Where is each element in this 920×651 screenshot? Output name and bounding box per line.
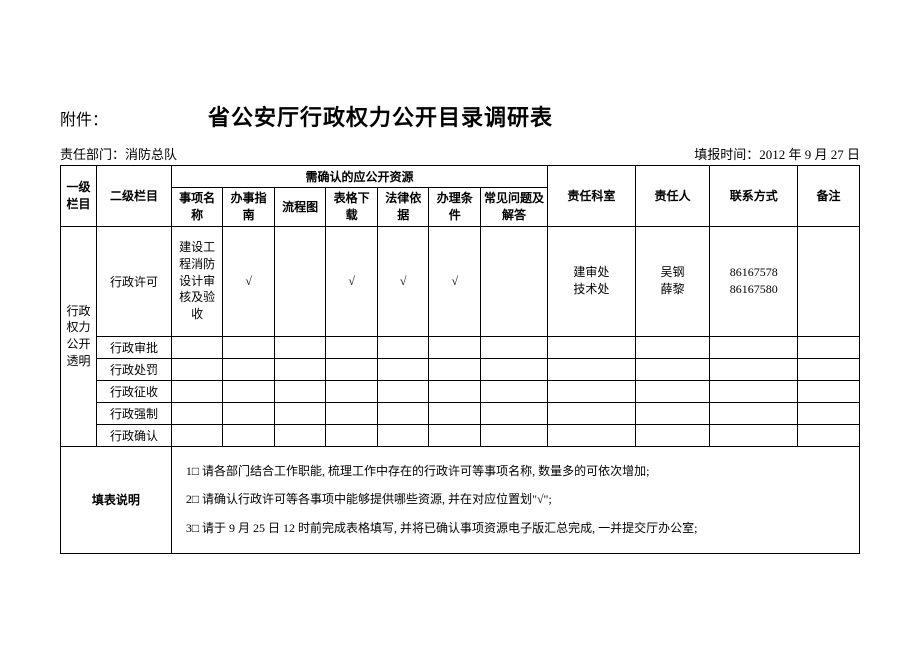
instruction-line: 1□ 请各部门结合工作职能, 梳理工作中存在的行政许可等事项名称, 数量多的可依… bbox=[186, 457, 845, 486]
level2-cell: 行政审批 bbox=[97, 336, 172, 358]
col-resource-group: 需确认的应公开资源 bbox=[171, 166, 547, 188]
main-table: 一级栏目 二级栏目 需确认的应公开资源 责任科室 责任人 联系方式 备注 事项名… bbox=[60, 165, 860, 554]
legal-basis-cell: √ bbox=[377, 226, 429, 336]
col-remark: 备注 bbox=[798, 166, 860, 227]
form-download-cell: √ bbox=[326, 226, 378, 336]
instructions-cell: 1□ 请各部门结合工作职能, 梳理工作中存在的行政许可等事项名称, 数量多的可依… bbox=[171, 446, 859, 553]
col-guide: 办事指南 bbox=[223, 188, 275, 227]
table-row: 行政处罚 bbox=[61, 358, 860, 380]
level2-cell: 行政处罚 bbox=[97, 358, 172, 380]
faq-cell bbox=[481, 226, 548, 336]
level2-cell: 行政强制 bbox=[97, 402, 172, 424]
col-faq: 常见问题及解答 bbox=[481, 188, 548, 227]
table-row: 行政强制 bbox=[61, 402, 860, 424]
fill-time-info: 填报时间：2012 年 9 月 27 日 bbox=[694, 144, 860, 163]
col-level2: 二级栏目 bbox=[97, 166, 172, 227]
header-row-1: 一级栏目 二级栏目 需确认的应公开资源 责任科室 责任人 联系方式 备注 bbox=[61, 166, 860, 188]
page-title: 省公安厅行政权力公开目录调研表 bbox=[208, 100, 553, 132]
table-row: 行政权力公开透明 行政许可 建设工程消防设计审核及验收 √ √ √ √ 建审处技… bbox=[61, 226, 860, 336]
info-row: 责任部门：消防总队 填报时间：2012 年 9 月 27 日 bbox=[60, 144, 860, 163]
level2-cell: 行政确认 bbox=[97, 424, 172, 446]
col-form-download: 表格下载 bbox=[326, 188, 378, 227]
guide-cell: √ bbox=[223, 226, 275, 336]
col-level1: 一级栏目 bbox=[61, 166, 97, 227]
level1-cell: 行政权力公开透明 bbox=[61, 226, 97, 446]
col-legal-basis: 法律依据 bbox=[377, 188, 429, 227]
dept-info: 责任部门：消防总队 bbox=[60, 144, 177, 163]
level2-cell: 行政征收 bbox=[97, 380, 172, 402]
level2-cell: 行政许可 bbox=[97, 226, 172, 336]
col-flowchart: 流程图 bbox=[274, 188, 326, 227]
col-contact: 联系方式 bbox=[710, 166, 798, 227]
header-row: 附件： 省公安厅行政权力公开目录调研表 bbox=[60, 100, 860, 132]
col-item-name: 事项名称 bbox=[171, 188, 223, 227]
remark-cell bbox=[798, 226, 860, 336]
col-responsible: 责任人 bbox=[635, 166, 710, 227]
instructions-row: 填表说明 1□ 请各部门结合工作职能, 梳理工作中存在的行政许可等事项名称, 数… bbox=[61, 446, 860, 553]
responsible-cell: 吴钢薛黎 bbox=[635, 226, 710, 336]
instructions-label: 填表说明 bbox=[61, 446, 172, 553]
table-row: 行政确认 bbox=[61, 424, 860, 446]
item-name-cell: 建设工程消防设计审核及验收 bbox=[171, 226, 223, 336]
contact-cell: 8616757886167580 bbox=[710, 226, 798, 336]
table-row: 行政审批 bbox=[61, 336, 860, 358]
instruction-line: 2□ 请确认行政许可等各事项中能够提供哪些资源, 并在对应位置划"√"; bbox=[186, 485, 845, 514]
attachment-label: 附件： bbox=[60, 106, 108, 130]
flowchart-cell bbox=[274, 226, 326, 336]
col-dept-room: 责任科室 bbox=[548, 166, 636, 227]
col-conditions: 办理条件 bbox=[429, 188, 481, 227]
conditions-cell: √ bbox=[429, 226, 481, 336]
dept-room-cell: 建审处技术处 bbox=[548, 226, 636, 336]
instruction-line: 3□ 请于 9 月 25 日 12 时前完成表格填写, 并将已确认事项资源电子版… bbox=[186, 514, 845, 543]
table-row: 行政征收 bbox=[61, 380, 860, 402]
